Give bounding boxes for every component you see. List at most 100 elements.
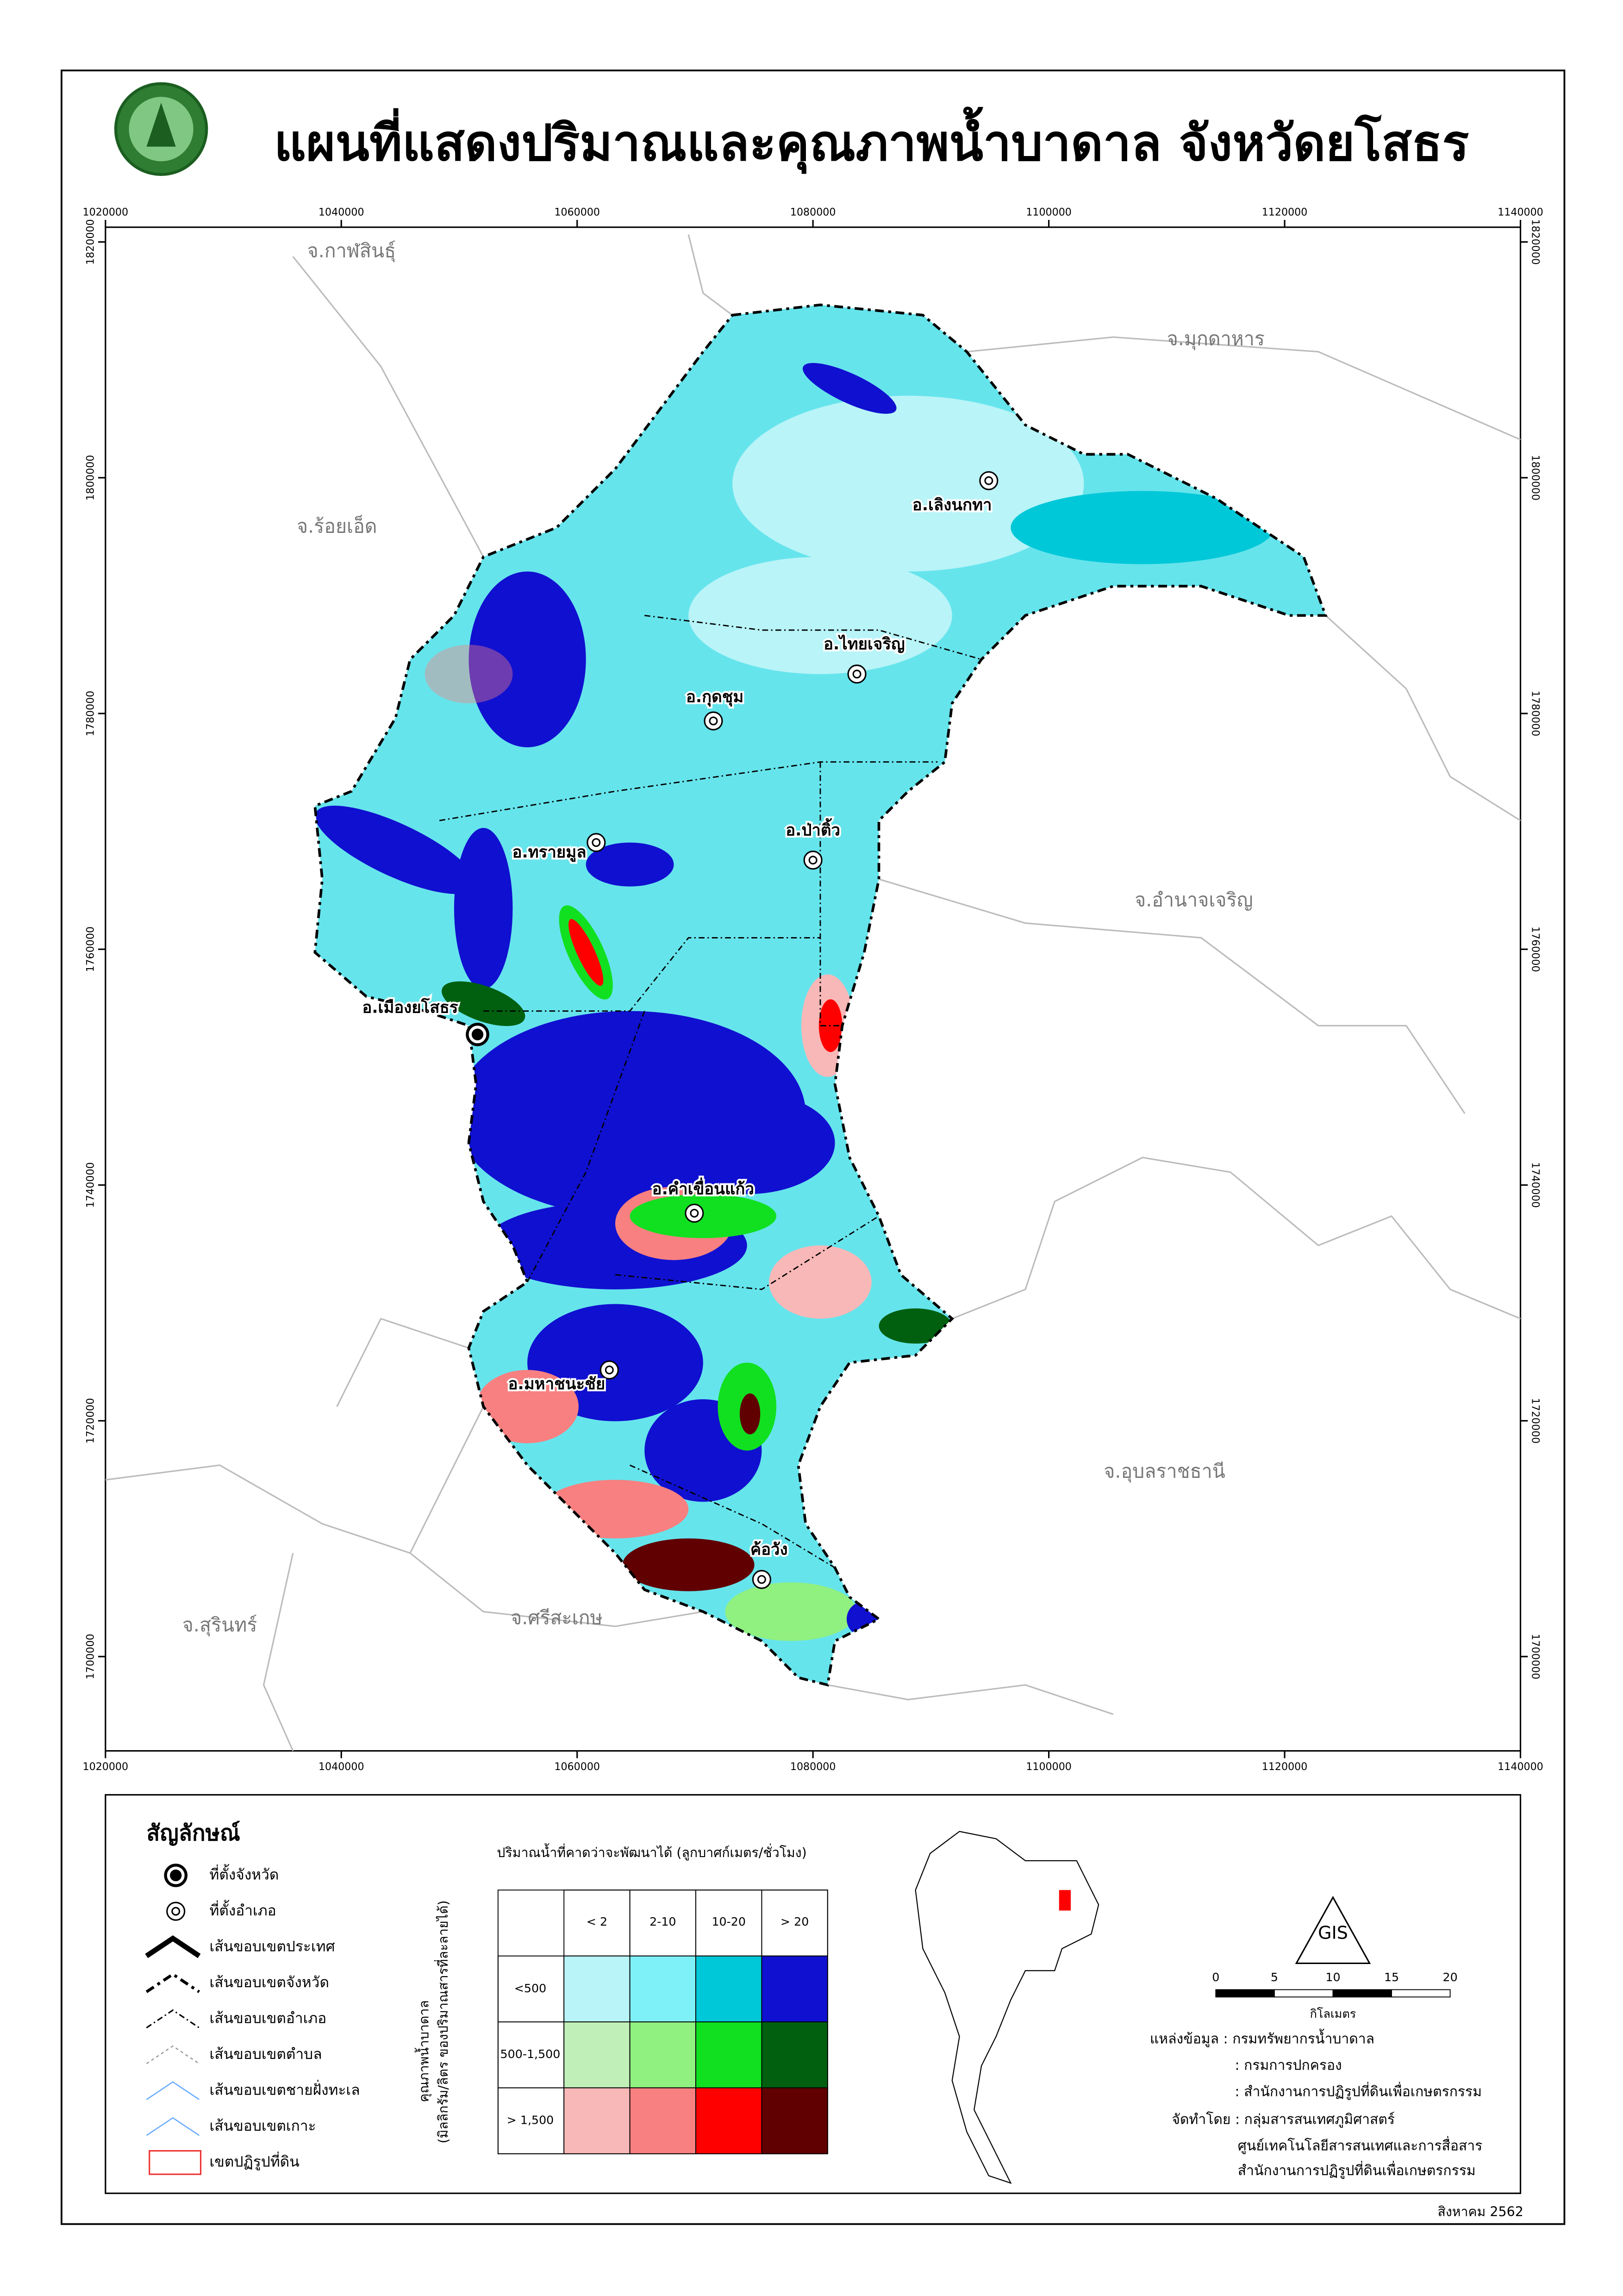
matrix-column-label: > 20 (780, 1915, 809, 1928)
date: สิงหาคม 2562 (1437, 2204, 1523, 2219)
province-label: จ.มุกดาหาร (1167, 327, 1265, 350)
scale-bar: 0 5 10 15 20 กิโลเมตร (1212, 1971, 1457, 2021)
neighbour-boundaries (105, 234, 1521, 1752)
district-seat (979, 471, 999, 490)
x-tick-label: 1100000 (1026, 206, 1072, 219)
district-seat (587, 833, 606, 852)
x-tick-label: 1140000 (1498, 1761, 1543, 1773)
x-tick-label: 1020000 (83, 206, 129, 219)
province-label: จ.ศรีสะเกษ (511, 1607, 603, 1629)
credits: แหล่งข้อมูล : กรมทรัพยากรน้ำบาดาล: กรมกา… (1150, 2028, 1482, 2179)
legend-symbol (170, 1869, 182, 1882)
thailand-inset (915, 1831, 1099, 2184)
x-tick-label: 1040000 (318, 1761, 364, 1773)
matrix-cell (563, 2087, 630, 2154)
x-tick-label: 1080000 (790, 206, 836, 219)
x-tick-label: 1020000 (83, 1761, 129, 1773)
district-boundaries (439, 614, 982, 1569)
legend-label: เส้นขอบเขตตำบล (209, 2046, 322, 2063)
legend-label: เส้นขอบเขตจังหวัด (209, 1974, 329, 1991)
legend-title: สัญลักษณ์ (146, 1821, 240, 1846)
district-label: อ.ไทยเจริญ (824, 634, 905, 654)
credit-line: จัดทำโดย : กลุ่มสารสนเทศภูมิศาสตร์ (1172, 2111, 1395, 2128)
credit-line: : สำนักงานการปฏิรูปที่ดินเพื่อเกษตรกรรม (1235, 2082, 1482, 2100)
matrix-y-title: คุณภาพน้ำบาดาล (415, 2000, 432, 2102)
y-tick-label: 1800000 (1529, 455, 1542, 501)
legend-label: เส้นขอบเขตเกาะ (209, 2118, 316, 2134)
matrix-column-label: 2-10 (649, 1915, 676, 1928)
scale-segment (1215, 1989, 1275, 1998)
matrix-cell (563, 2021, 630, 2089)
matrix-column-label: < 2 (587, 1915, 607, 1928)
credit-line: แหล่งข้อมูล : กรมทรัพยากรน้ำบาดาล (1150, 2028, 1374, 2047)
y-tick-label: 1700000 (1529, 1634, 1542, 1680)
district-label: อ.มหาชนะชัย (508, 1375, 606, 1394)
x-tick-label: 1120000 (1262, 206, 1308, 219)
province-label: จ.อำนาจเจริญ (1135, 888, 1253, 911)
legend-symbol (166, 1902, 186, 1921)
x-tick-label: 1060000 (554, 206, 600, 219)
coordinate-ticks: 1020000 1020000 1040000 1040000 1060000 10600… (83, 206, 1543, 1773)
district-seat (685, 1203, 704, 1223)
credit-line: สำนักงานการปฏิรูปที่ดินเพื่อเกษตรกรรม (1238, 2161, 1476, 2179)
district-seat (752, 1570, 771, 1589)
matrix-cell (695, 2087, 762, 2154)
legend-symbol (146, 2045, 200, 2065)
svg-text:GIS: GIS (1318, 1923, 1348, 1943)
matrix-cell (629, 1955, 696, 2022)
legend-symbol (145, 1972, 200, 1993)
x-tick-label: 1080000 (790, 1761, 836, 1773)
y-tick-label: 1820000 (85, 219, 97, 265)
legend-symbol (146, 2117, 200, 2136)
matrix-cell (629, 2021, 696, 2089)
scale-segment (1273, 1989, 1334, 1998)
x-tick-label: 1140000 (1498, 206, 1543, 219)
legend-symbol (171, 1907, 181, 1916)
y-tick-label: 1780000 (1529, 691, 1542, 737)
district-seat (592, 838, 601, 847)
matrix-cell (761, 2021, 828, 2089)
y-tick-label: 1720000 (1529, 1398, 1542, 1444)
legend-symbol (146, 2009, 200, 2028)
scale-label: 15 (1384, 1971, 1399, 1984)
district-seat (803, 851, 823, 870)
y-tick-label: 1780000 (85, 691, 97, 737)
matrix-row-label: 500-1,500 (500, 2047, 561, 2061)
legend-label: เขตปฏิรูปที่ดิน (209, 2152, 299, 2171)
matrix-cell (695, 2021, 762, 2089)
scale-unit: กิโลเมตร (1310, 2007, 1356, 2021)
legend-symbol (146, 2081, 200, 2100)
province-label: จ.อุบลราชธานี (1104, 1460, 1225, 1483)
x-tick-label: 1040000 (318, 206, 364, 219)
y-tick-label: 1820000 (1529, 219, 1542, 265)
legend-label: เส้นขอบเขตอำเภอ (209, 2010, 326, 2027)
district-label: ค้อวัง (750, 1540, 788, 1559)
district-seat (690, 1208, 699, 1218)
province-label: จ.กาฬสินธุ์ (307, 240, 396, 263)
province-seat (471, 1028, 484, 1040)
scale-segment (1391, 1989, 1451, 1998)
credit-line: ศูนย์เทคโนโลยีสารสนเทศและการสื่อสาร (1238, 2136, 1482, 2154)
district-seat (709, 716, 718, 726)
matrix-cell (695, 1955, 762, 2022)
district-label: อ.เมืองยโสธร (362, 997, 458, 1017)
district-label: อ.คำเขื่อนแก้ว (652, 1177, 754, 1199)
scale-label: 20 (1443, 1971, 1458, 1984)
north-arrow: GIS (1295, 1896, 1371, 1964)
title: แผนที่แสดงปริมาณและคุณภาพน้ำบาดาล จังหวั… (274, 106, 1469, 174)
logo (114, 82, 208, 176)
legend: ที่ตั้งจังหวัดที่ตั้งอำเภอเส้นขอบเขตประเ… (145, 1864, 360, 2175)
sheet-border (61, 69, 1566, 2225)
legend-label: ที่ตั้งจังหวัด (209, 1864, 279, 1883)
province-label: จ.สุรินทร์ (182, 1614, 257, 1637)
matrix-row-label: > 1,500 (507, 2114, 554, 2127)
legend-symbol (145, 1935, 201, 1958)
legend-frame (105, 1794, 1522, 2194)
y-tick-label: 1700000 (85, 1634, 97, 1680)
district-seat (984, 476, 993, 485)
district-seat (605, 1365, 614, 1375)
district-label: อ.ทรายมูล (512, 843, 587, 862)
